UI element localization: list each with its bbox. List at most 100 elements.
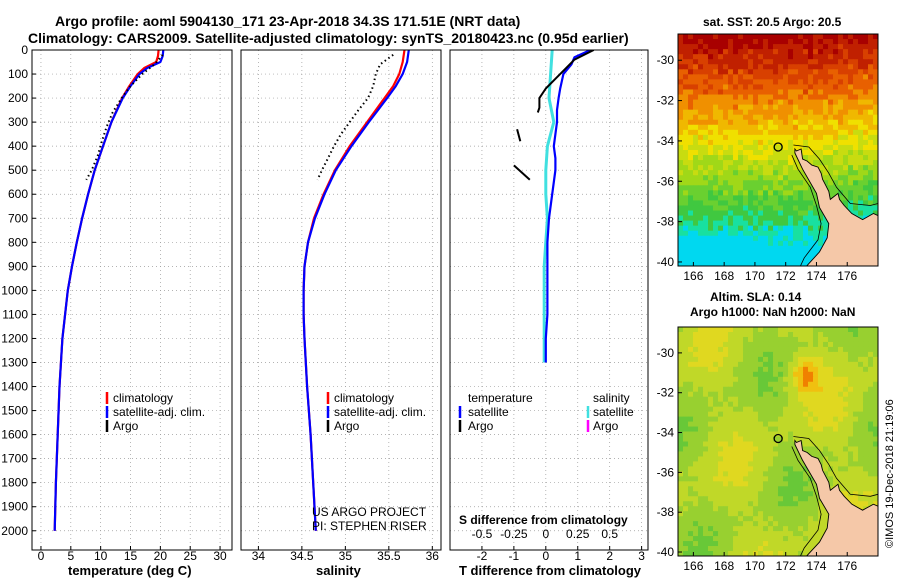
heatmap-cell [853, 49, 859, 55]
heatmap-cell [738, 34, 744, 40]
heatmap-cell [813, 230, 819, 237]
heatmap-cell [708, 471, 714, 477]
heatmap-cell [828, 84, 834, 91]
heatmap-cell [698, 386, 704, 393]
heatmap-cell [778, 215, 784, 222]
heatmap-cell [723, 64, 729, 70]
heatmap-cell [718, 356, 724, 363]
heatmap-cell [738, 421, 744, 428]
depth-tick-label: 1500 [1, 404, 28, 418]
heatmap-cell [703, 461, 709, 467]
heatmap-cell [808, 396, 814, 403]
heatmap-cell [758, 486, 764, 492]
heatmap-cell [848, 486, 854, 492]
heatmap-cell [703, 506, 709, 512]
heatmap-cell [713, 99, 719, 106]
heatmap-cell [733, 411, 739, 418]
heatmap-cell [778, 185, 784, 191]
heatmap-cell [793, 59, 799, 65]
heatmap-cell [753, 190, 759, 196]
heatmap-cell [868, 496, 874, 502]
heatmap-cell [793, 129, 799, 136]
heatmap-cell [853, 391, 859, 398]
heatmap-cell [743, 64, 749, 70]
heatmap-cell [703, 165, 709, 171]
heatmap-cell [808, 486, 814, 492]
heatmap-cell [803, 64, 809, 70]
heatmap-cell [838, 461, 844, 467]
heatmap-cell [853, 155, 859, 161]
heatmap-cell [763, 165, 769, 171]
heatmap-cell [753, 336, 759, 343]
heatmap-cell [763, 466, 769, 472]
heatmap-cell [788, 205, 794, 212]
heatmap-cell [718, 39, 724, 45]
heatmap-cell [808, 381, 814, 388]
heatmap-cell [828, 64, 834, 70]
heatmap-cell [863, 356, 869, 363]
heatmap-cell [683, 476, 689, 482]
heatmap-cell [683, 139, 689, 146]
heatmap-cell [708, 79, 714, 86]
heatmap-cell [723, 516, 729, 522]
heatmap-cell [758, 351, 764, 358]
isobath-line [793, 144, 878, 206]
heatmap-cell [718, 155, 724, 161]
heatmap-cell [718, 200, 724, 207]
heatmap-cell [768, 401, 774, 408]
heatmap-cell [788, 496, 794, 502]
heatmap-cell [678, 79, 684, 86]
heatmap-cell [803, 49, 809, 55]
heatmap-cell [688, 466, 694, 472]
heatmap-cell [858, 94, 864, 101]
heatmap-cell [713, 406, 719, 413]
heatmap-cell [738, 491, 744, 497]
heatmap-cell [768, 129, 774, 136]
heatmap-cell [828, 134, 834, 141]
heatmap-cell [678, 109, 684, 116]
heatmap-cell [698, 215, 704, 222]
heatmap-cell [773, 104, 779, 111]
heatmap-cell [738, 481, 744, 487]
heatmap-cell [723, 471, 729, 477]
heatmap-cell [868, 346, 874, 353]
heatmap-cell [688, 230, 694, 237]
heatmap-cell [758, 346, 764, 353]
heatmap-cell [743, 356, 749, 363]
heatmap-cell [793, 160, 799, 166]
heatmap-cell [848, 361, 854, 368]
heatmap-cell [748, 371, 754, 378]
heatmap-cell [763, 150, 769, 156]
heatmap-cell [868, 165, 874, 171]
heatmap-cell [773, 511, 779, 517]
heatmap-cell [763, 541, 769, 547]
heatmap-cell [768, 521, 774, 527]
heatmap-cell [838, 446, 844, 453]
heatmap-cell [843, 79, 849, 86]
heatmap-cell [778, 190, 784, 196]
heatmap-cell [738, 526, 744, 532]
heatmap-cell [798, 341, 804, 348]
heatmap-cell [828, 451, 834, 458]
heatmap-cell [868, 210, 874, 217]
heatmap-cell [813, 215, 819, 222]
heatmap-cell [728, 180, 734, 186]
heatmap-cell [703, 346, 709, 353]
heatmap-cell [798, 260, 804, 266]
heatmap-cell [798, 471, 804, 477]
heatmap-cell [783, 64, 789, 70]
heatmap-cell [798, 327, 804, 333]
heatmap-cell [778, 155, 784, 161]
heatmap-cell [813, 506, 819, 512]
heatmap-cell [793, 336, 799, 343]
heatmap-cell [753, 155, 759, 161]
heatmap-cell [678, 381, 684, 388]
x-tick-label: 25 [184, 549, 198, 563]
heatmap-cell [778, 421, 784, 428]
heatmap-cell [838, 466, 844, 472]
heatmap-cell [833, 376, 839, 383]
depth-tick-label: 1400 [1, 380, 28, 394]
heatmap-cell [753, 129, 759, 136]
heatmap-cell [773, 240, 779, 247]
heatmap-cell [788, 331, 794, 338]
